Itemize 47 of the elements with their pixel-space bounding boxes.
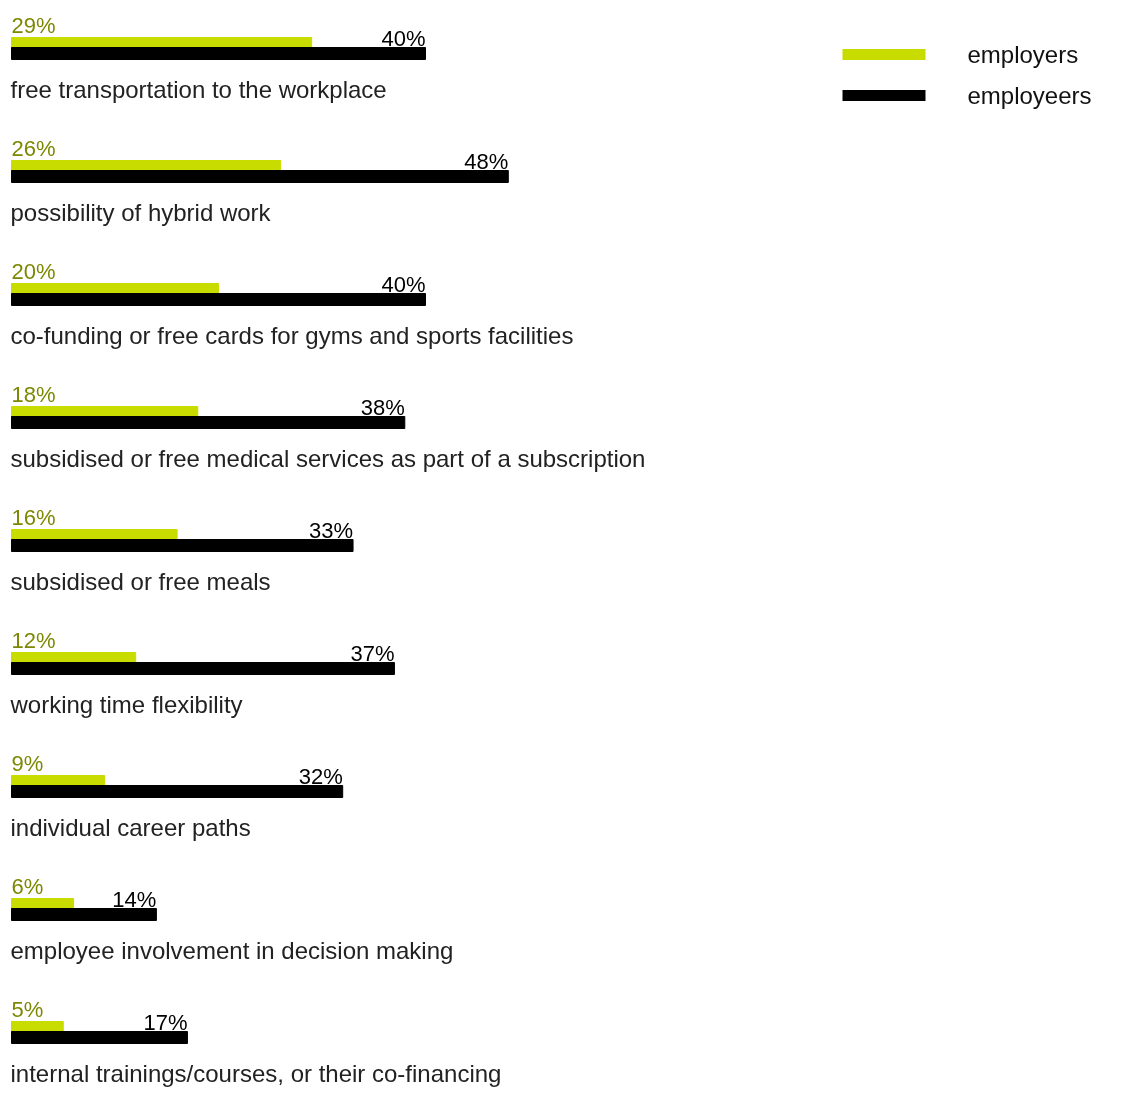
y-tick-label: possibility of hybrid work <box>10 199 272 226</box>
bar <box>11 293 426 306</box>
y-tick-label: individual career paths <box>10 814 251 841</box>
data-label: 29% <box>11 13 56 38</box>
data-label: 18% <box>11 382 56 407</box>
bar <box>11 416 406 429</box>
y-tick-label: employee involvement in decision making <box>10 937 454 964</box>
data-label: 20% <box>11 259 56 284</box>
bar <box>11 406 199 417</box>
data-label: 32% <box>298 764 343 789</box>
bar <box>11 539 354 552</box>
data-label: 26% <box>11 136 56 161</box>
bar <box>11 160 282 171</box>
bar <box>11 908 157 921</box>
data-label: 38% <box>360 395 405 420</box>
y-tick-label: internal trainings/courses, or their co-financing <box>10 1060 502 1087</box>
bar <box>11 283 219 294</box>
y-tick-label: working time flexibility <box>9 691 243 718</box>
bar <box>11 662 395 675</box>
data-label: 48% <box>464 149 509 174</box>
bar <box>11 785 344 798</box>
bar <box>11 652 137 663</box>
data-label: 33% <box>309 518 354 543</box>
bar <box>11 1021 64 1032</box>
data-label: 5% <box>11 997 44 1022</box>
y-tick-label: subsidised or free meals <box>10 568 271 595</box>
y-tick-label: free transportation to the workplace <box>10 76 387 103</box>
data-label: 6% <box>11 874 44 899</box>
bar <box>11 1031 188 1044</box>
data-label: 9% <box>11 751 44 776</box>
legend-label: employeers <box>967 82 1092 109</box>
data-label: 37% <box>350 641 395 666</box>
data-label: 12% <box>11 628 56 653</box>
legend-label: employers <box>967 41 1079 68</box>
data-label: 16% <box>11 505 56 530</box>
bar <box>11 47 426 60</box>
data-label: 14% <box>112 887 157 912</box>
bar <box>11 898 75 909</box>
bar <box>11 170 509 183</box>
bar <box>11 775 106 786</box>
y-tick-label: subsidised or free medical services as part of a subscription <box>10 445 646 472</box>
bar <box>11 529 178 540</box>
y-tick-label: co-funding or free cards for gyms and sports facilities <box>10 322 574 349</box>
data-label: 40% <box>381 272 426 297</box>
data-label: 17% <box>143 1010 188 1035</box>
data-label: 40% <box>381 26 426 51</box>
bar <box>11 37 313 48</box>
